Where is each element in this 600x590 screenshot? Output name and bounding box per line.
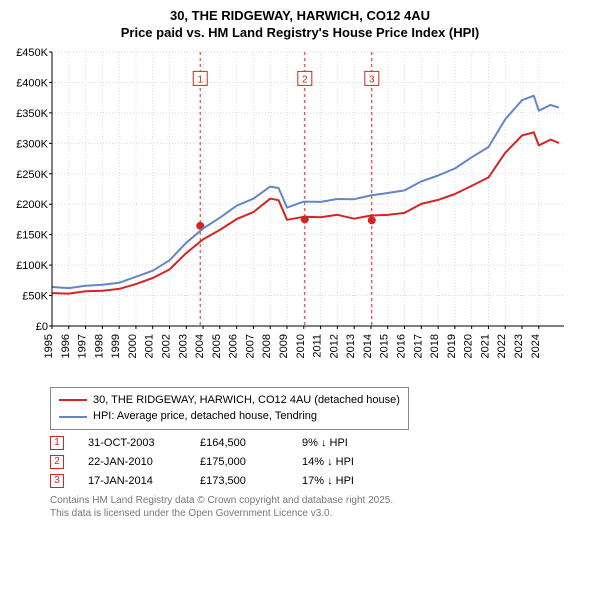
marker-number-box: 3 [50,474,64,488]
footer-line-1: Contains HM Land Registry data © Crown c… [50,494,590,507]
svg-text:2020: 2020 [463,334,475,358]
svg-text:3: 3 [369,74,375,85]
svg-text:2014: 2014 [362,334,374,358]
svg-text:2015: 2015 [379,334,391,358]
svg-text:2019: 2019 [446,334,458,358]
svg-text:2005: 2005 [211,334,223,358]
marker-diff: 14% ↓ HPI [302,456,354,468]
svg-text:£50K: £50K [22,290,48,302]
svg-text:£450K: £450K [16,47,48,59]
markers-table: 1 31-OCT-2003 £164,500 9% ↓ HPI 2 22-JAN-2010… [50,436,590,488]
marker-diff: 9% ↓ HPI [302,437,348,449]
svg-text:2013: 2013 [345,334,357,358]
svg-text:£350K: £350K [16,108,48,120]
legend-label: HPI: Average price, detached house, Tend… [93,408,317,425]
svg-text:2021: 2021 [479,334,491,358]
legend-row: HPI: Average price, detached house, Tend… [59,408,400,425]
legend-swatch [59,416,87,418]
svg-text:2024: 2024 [530,334,542,358]
svg-text:2008: 2008 [261,334,273,358]
marker-price: £175,000 [200,456,278,468]
line-chart: £0 £50K £100K £150K £200K £250K £300K £350K £400… [10,46,570,376]
svg-text:2009: 2009 [278,334,290,358]
title-line-1: 30, THE RIDGEWAY, HARWICH, CO12 4AU [10,8,590,25]
legend: 30, THE RIDGEWAY, HARWICH, CO12 4AU (det… [50,387,409,430]
svg-text:2004: 2004 [194,334,206,358]
svg-text:1998: 1998 [93,334,105,358]
svg-text:£300K: £300K [16,138,48,150]
svg-text:1995: 1995 [43,334,55,358]
marker-date: 31-OCT-2003 [88,437,176,449]
svg-text:£250K: £250K [16,169,48,181]
svg-text:2000: 2000 [127,334,139,358]
svg-text:£100K: £100K [16,260,48,272]
svg-text:2002: 2002 [161,334,173,358]
marker-number-box: 2 [50,455,64,469]
legend-row: 30, THE RIDGEWAY, HARWICH, CO12 4AU (det… [59,392,400,409]
page-container: 30, THE RIDGEWAY, HARWICH, CO12 4AU Pric… [0,0,600,528]
marker-row: 2 22-JAN-2010 £175,000 14% ↓ HPI [50,455,590,469]
footer-line-2: This data is licensed under the Open Gov… [50,507,590,520]
svg-text:2006: 2006 [228,334,240,358]
marker-diff: 17% ↓ HPI [302,475,354,487]
svg-text:1997: 1997 [77,334,89,358]
title-line-2: Price paid vs. HM Land Registry's House … [10,25,590,42]
marker-row: 1 31-OCT-2003 £164,500 9% ↓ HPI [50,436,590,450]
marker-date: 22-JAN-2010 [88,456,176,468]
svg-text:2011: 2011 [312,334,324,358]
svg-text:1: 1 [197,74,203,85]
svg-text:2010: 2010 [295,334,307,358]
svg-text:1999: 1999 [110,334,122,358]
svg-text:2007: 2007 [244,334,256,358]
svg-text:1996: 1996 [60,334,72,358]
footer: Contains HM Land Registry data © Crown c… [50,494,590,520]
svg-text:£0: £0 [36,321,48,333]
marker-number-box: 1 [50,436,64,450]
marker-price: £173,500 [200,475,278,487]
title-block: 30, THE RIDGEWAY, HARWICH, CO12 4AU Pric… [10,8,590,42]
marker-date: 17-JAN-2014 [88,475,176,487]
svg-text:£200K: £200K [16,199,48,211]
svg-text:£150K: £150K [16,229,48,241]
svg-text:2022: 2022 [496,334,508,358]
svg-text:2023: 2023 [513,334,525,358]
svg-text:2: 2 [302,74,308,85]
svg-text:£400K: £400K [16,77,48,89]
marker-row: 3 17-JAN-2014 £173,500 17% ↓ HPI [50,474,590,488]
chart-area: £0 £50K £100K £150K £200K £250K £300K £350K £400… [10,46,590,381]
svg-text:2016: 2016 [396,334,408,358]
legend-label: 30, THE RIDGEWAY, HARWICH, CO12 4AU (det… [93,392,400,409]
svg-text:2003: 2003 [177,334,189,358]
svg-text:2012: 2012 [328,334,340,358]
svg-text:2017: 2017 [412,334,424,358]
svg-text:2018: 2018 [429,334,441,358]
legend-swatch [59,399,87,401]
marker-price: £164,500 [200,437,278,449]
svg-text:2001: 2001 [144,334,156,358]
